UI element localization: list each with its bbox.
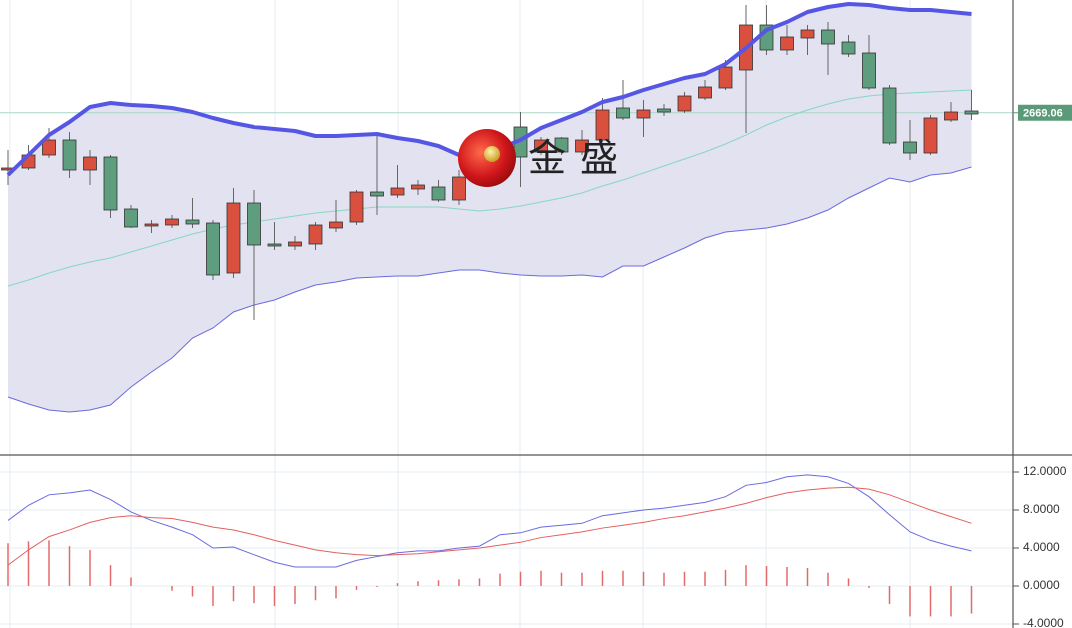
candle-body xyxy=(862,52,876,89)
y-tick-label: 8.0000 xyxy=(1023,502,1060,516)
y-tick-label: 4.0000 xyxy=(1023,540,1060,554)
candle-body xyxy=(103,156,118,211)
candle-body xyxy=(616,107,630,119)
candle-body xyxy=(42,139,56,156)
candle-body xyxy=(370,191,384,197)
candle-body xyxy=(575,139,589,153)
watermark-text: 金盛 xyxy=(528,138,632,180)
candle-body xyxy=(267,243,282,247)
candle-body xyxy=(534,139,548,153)
price-label: 2669.06 xyxy=(1023,108,1063,120)
macd-line xyxy=(7,474,972,568)
candle-body xyxy=(247,202,261,246)
candle-body xyxy=(923,117,938,154)
candle-body xyxy=(349,191,364,223)
y-tick-label: 12.0000 xyxy=(1023,464,1067,478)
axis-labels: 2669.06 12.0000 8.0000 4.0000 0.0000 -4.0000 xyxy=(1013,104,1072,628)
candle-body xyxy=(226,202,241,274)
watermark-logo: 金盛 xyxy=(458,129,632,187)
candle-body xyxy=(882,87,897,144)
candle-body xyxy=(554,137,569,153)
candle-body xyxy=(657,108,671,113)
candle-body xyxy=(780,36,794,51)
candle-body xyxy=(841,41,856,55)
candle-body xyxy=(595,109,610,141)
candle-body xyxy=(718,66,733,89)
candle-body xyxy=(288,241,302,247)
candle-body xyxy=(329,221,343,229)
candle-body xyxy=(800,29,815,39)
candle-body xyxy=(206,222,220,276)
candle-body xyxy=(165,218,179,226)
candle-body xyxy=(390,187,405,196)
candle-body xyxy=(636,109,651,119)
candle-body xyxy=(452,176,466,201)
macd-line xyxy=(7,486,972,566)
candle-body xyxy=(185,219,200,225)
candle-body xyxy=(821,29,835,45)
candle-body xyxy=(431,186,446,201)
candle-body xyxy=(944,111,958,121)
candle-body xyxy=(308,224,323,245)
candle-body xyxy=(698,86,712,99)
logo-dot xyxy=(484,146,500,162)
band-fill xyxy=(8,4,972,412)
price-panel xyxy=(0,2,1013,413)
candle-body xyxy=(903,141,917,154)
candle-body xyxy=(411,184,425,190)
y-tick-label: -4.0000 xyxy=(1023,616,1064,628)
candle-body xyxy=(83,156,97,171)
price-label-box xyxy=(1018,104,1072,121)
candle-body xyxy=(144,223,159,227)
candle-body xyxy=(677,95,692,112)
candle-body xyxy=(62,139,77,171)
y-tick-label: 0.0000 xyxy=(1023,578,1060,592)
candle-body xyxy=(124,208,138,228)
macd-panel xyxy=(0,471,1013,625)
candle-body xyxy=(964,110,979,115)
band-line xyxy=(7,166,972,413)
band-line xyxy=(7,89,972,287)
